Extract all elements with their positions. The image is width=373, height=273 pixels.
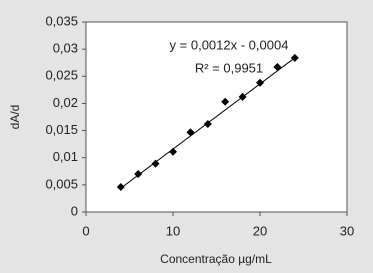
point: [273, 63, 282, 72]
y-axis-label: dA/d: [8, 105, 22, 130]
x-axis-label: Concentração µg/mL: [160, 252, 272, 266]
point: [203, 120, 212, 129]
x-tick-label: 20: [253, 223, 267, 238]
y-tick-label: 0,02: [53, 95, 78, 110]
point: [238, 92, 247, 101]
point: [186, 128, 195, 137]
point: [151, 159, 160, 168]
y-tick-label: 0,005: [45, 176, 78, 191]
y-tick-label: 0: [71, 203, 78, 218]
annotation: R² = 0,9951: [195, 60, 263, 75]
point: [134, 170, 143, 178]
point: [290, 53, 299, 62]
x-tick-label: 10: [166, 223, 180, 238]
y-tick-label: 0,03: [53, 41, 78, 56]
x-tick-label: 0: [82, 223, 89, 238]
y-tick-label: 0,035: [45, 13, 78, 28]
point: [116, 183, 125, 192]
point: [256, 78, 264, 87]
annotation: y = 0,0012x - 0,0004: [170, 37, 289, 52]
point: [169, 147, 177, 156]
y-tick-label: 0,015: [45, 122, 78, 137]
x-tick-label: 30: [340, 223, 354, 238]
y-tick-label: 0,025: [45, 68, 78, 83]
y-tick-label: 0,01: [53, 149, 78, 164]
point: [221, 97, 230, 106]
